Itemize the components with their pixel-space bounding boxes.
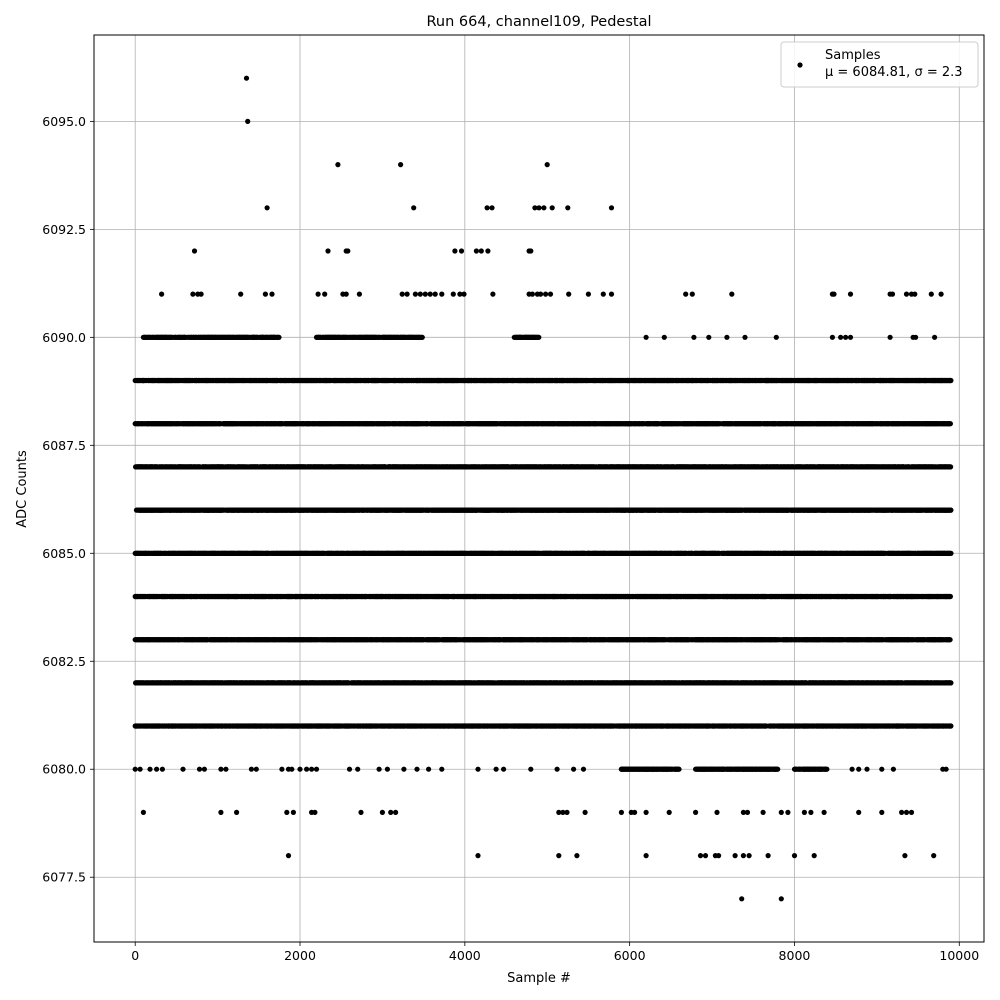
data-points xyxy=(132,75,954,902)
data-point xyxy=(948,680,954,686)
chart-title: Run 664, channel109, Pedestal xyxy=(426,14,651,30)
data-point xyxy=(948,723,954,729)
data-point xyxy=(947,637,953,643)
